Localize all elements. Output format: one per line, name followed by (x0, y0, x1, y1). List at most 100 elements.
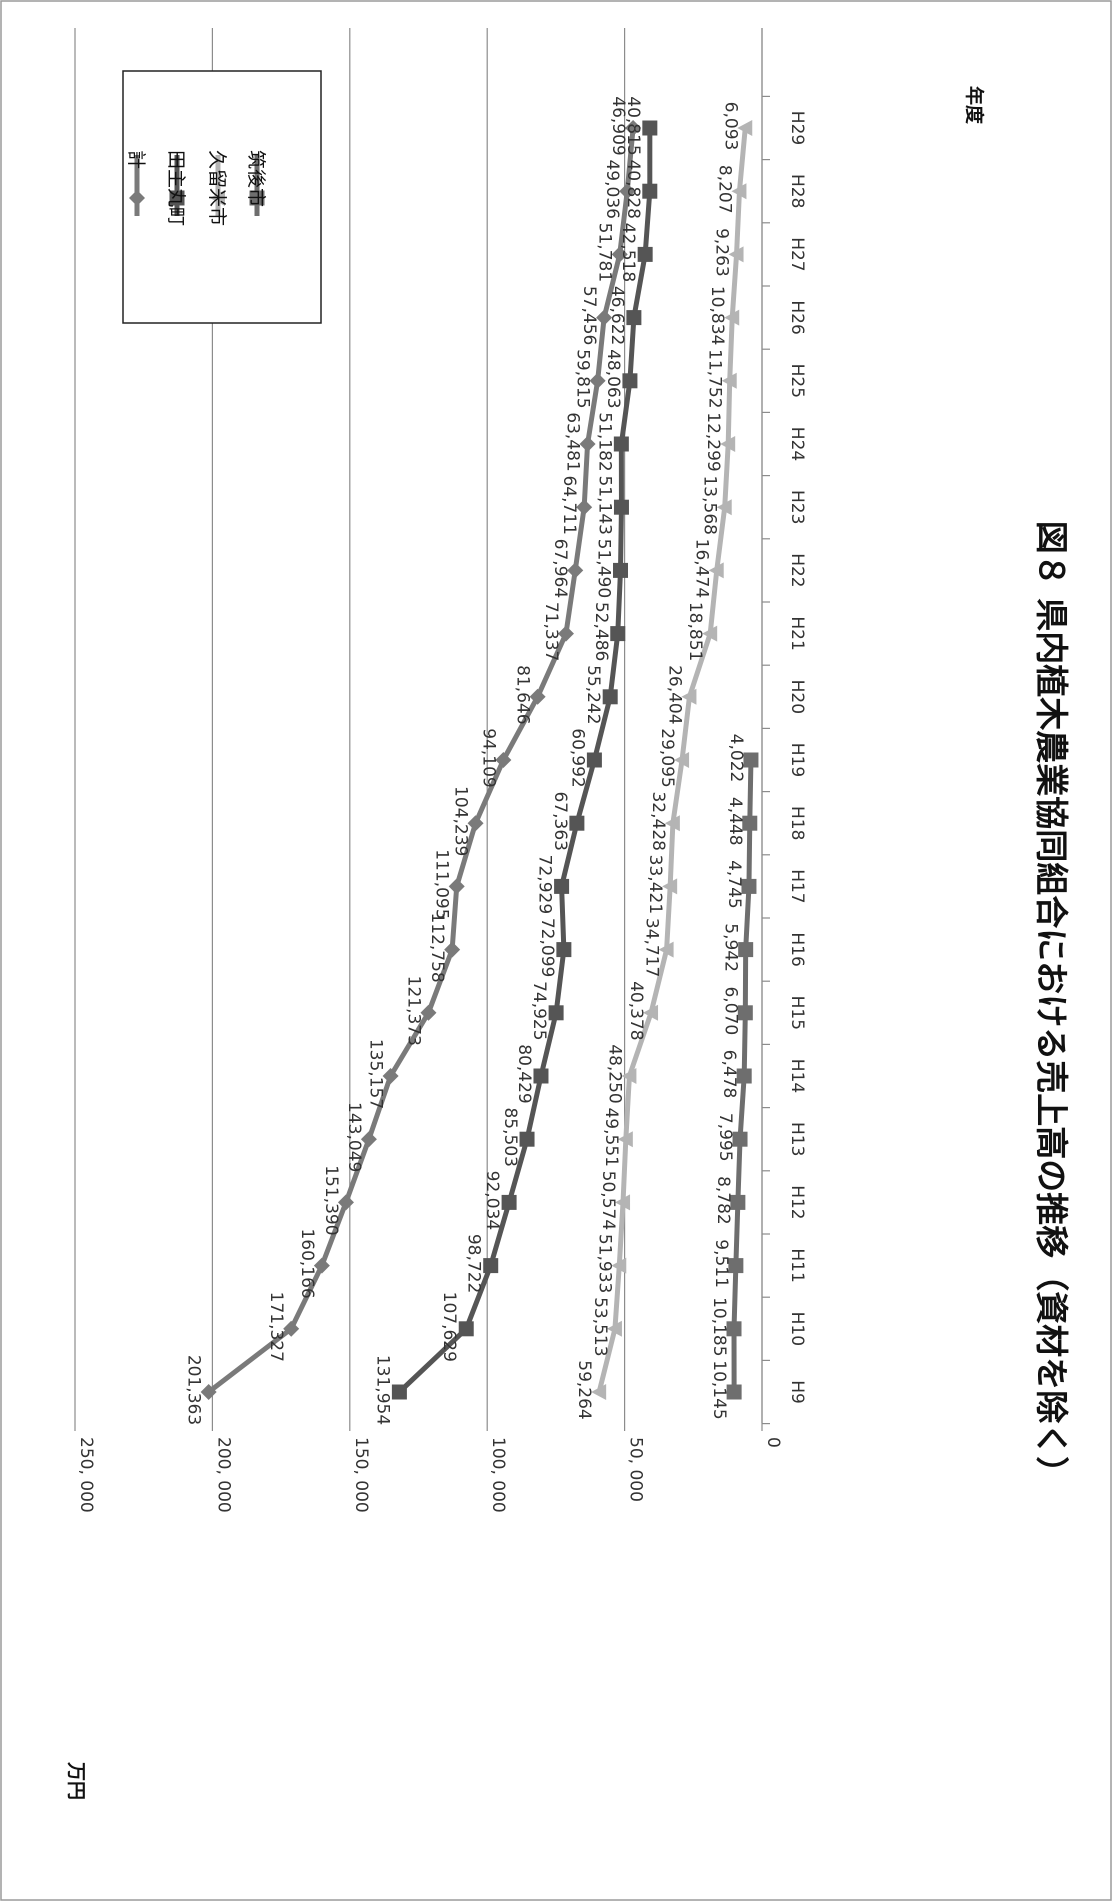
data-point (444, 941, 461, 958)
x-tick-label: H29 (787, 111, 807, 145)
data-point (569, 815, 585, 831)
data-label: 50,574 (598, 1171, 618, 1230)
data-point (483, 1258, 499, 1274)
data-label: 151,390 (321, 1165, 341, 1235)
data-point (337, 1194, 354, 1211)
legend: 計田主丸町 久留米市 筑後市 (122, 70, 322, 324)
data-label: 49,036 (602, 159, 622, 218)
data-label: 48,250 (604, 1044, 624, 1103)
legend-item: 久留米市 (206, 150, 228, 226)
data-point (728, 1258, 744, 1274)
data-label: 4,745 (724, 860, 744, 909)
x-tick-label: H11 (787, 1248, 807, 1282)
data-point (495, 752, 512, 768)
data-label: 8,207 (714, 165, 734, 214)
legend-marker (249, 190, 265, 206)
data-label: 121,373 (403, 976, 423, 1046)
data-label: 59,264 (574, 1360, 594, 1419)
data-label: 18,851 (685, 602, 705, 661)
data-label: 57,456 (579, 286, 599, 345)
legend-marker (169, 190, 185, 206)
legend-label: 田主丸町 (165, 150, 187, 226)
chart-title: 図８ 県内植木農業協同組合における売上高の推移（資材を除く） (1032, 521, 1071, 1490)
data-label: 51,781 (595, 223, 615, 282)
y-tick-label: 200, 000 (213, 1437, 233, 1513)
data-point (662, 878, 678, 895)
data-point (554, 878, 570, 894)
data-label: 46,909 (608, 96, 628, 155)
legend-item: 田主丸町 (165, 150, 187, 226)
data-label: 40,815 (623, 96, 643, 155)
data-label: 46,622 (607, 286, 627, 345)
data-point (732, 1131, 748, 1147)
x-tick-label: H17 (787, 869, 807, 903)
data-point (721, 372, 737, 389)
data-label: 72,099 (537, 918, 557, 977)
data-point (613, 562, 629, 578)
data-point (420, 1004, 437, 1021)
data-point (731, 183, 747, 200)
data-label: 143,049 (344, 1102, 364, 1172)
x-tick-label: H15 (787, 996, 807, 1030)
x-tick-label: H19 (787, 743, 807, 777)
x-tick-label: H20 (787, 680, 807, 714)
data-label: 9,511 (711, 1239, 731, 1288)
data-point (382, 1068, 399, 1084)
data-label: 104,239 (451, 786, 471, 856)
data-point (737, 1005, 753, 1021)
data-label: 135,157 (366, 1039, 386, 1109)
data-labels: 201,363 171,327 160,166151,390143,049135,1… (184, 96, 746, 1425)
data-point (622, 373, 638, 389)
data-label: 10,185 (709, 1297, 729, 1356)
data-label: 171,327 (266, 1292, 286, 1362)
legend-label: 筑後市 (245, 150, 267, 207)
data-label: 201,363 (184, 1355, 204, 1425)
data-label: 42,518 (618, 223, 638, 282)
data-point (728, 246, 744, 263)
data-label: 67,964 (550, 539, 570, 598)
legend-label: 久留米市 (206, 150, 228, 226)
data-point (613, 499, 629, 515)
data-label: 60,992 (567, 728, 587, 787)
data-label: 13,568 (700, 475, 720, 534)
series-1 (200, 120, 642, 1400)
data-label: 9,263 (712, 228, 732, 277)
data-point (625, 120, 642, 136)
data-label: 10,145 (709, 1360, 729, 1419)
data-label: 34,717 (642, 918, 662, 977)
data-label: 111,095 (432, 849, 452, 919)
data-point (586, 752, 602, 768)
data-label: 33,421 (645, 855, 665, 914)
data-point (519, 1131, 535, 1147)
x-tick-label: H13 (787, 1122, 807, 1156)
data-point (529, 688, 546, 705)
data-point (626, 310, 642, 326)
data-label: 107,629 (439, 1292, 459, 1362)
series-2 (391, 120, 658, 1400)
x-tick-label: H27 (787, 237, 807, 271)
data-label: 85,503 (500, 1107, 520, 1166)
x-tick-label: H9 (787, 1380, 807, 1404)
data-point (501, 1194, 517, 1210)
data-point (741, 878, 757, 894)
data-label: 71,337 (541, 602, 561, 661)
series-group (200, 120, 759, 1400)
data-point (576, 499, 593, 516)
data-point (726, 1384, 742, 1400)
legend-marker (210, 190, 225, 206)
data-label: 40,828 (623, 159, 643, 218)
data-label: 6,070 (720, 986, 740, 1035)
data-label: 11,752 (705, 349, 725, 408)
data-point (602, 689, 618, 705)
y-tick-label: 100, 000 (488, 1437, 508, 1513)
data-label: 10,834 (707, 286, 727, 345)
data-label: 4,022 (726, 734, 746, 783)
legend-marker (129, 190, 145, 206)
data-label: 7,995 (715, 1113, 735, 1162)
y-tick-label: 150, 000 (351, 1437, 371, 1513)
data-label: 160,166 (297, 1228, 317, 1298)
data-point (724, 309, 740, 326)
data-point (596, 309, 613, 326)
